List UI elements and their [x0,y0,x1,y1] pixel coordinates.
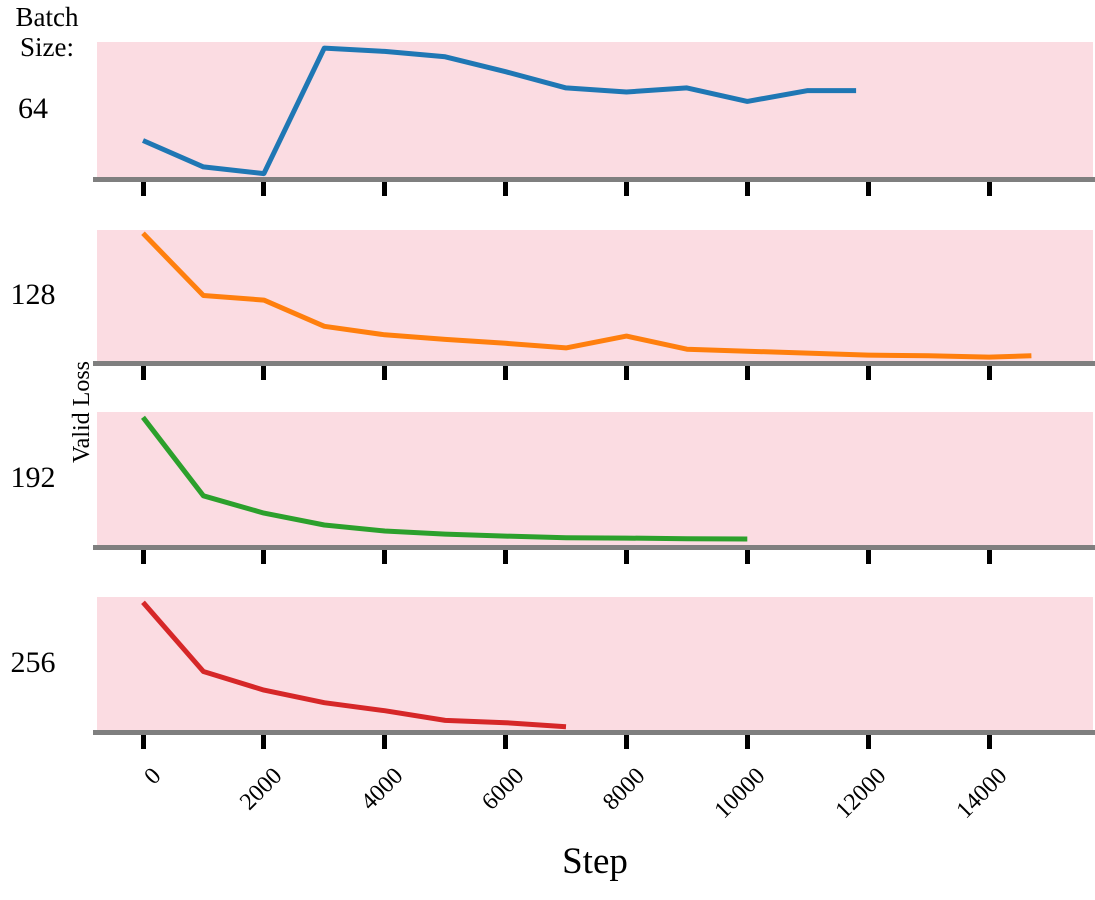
subplot-batch-64 [97,42,1093,177]
x-tick-label-text: 8000 [597,763,650,816]
loss-curve-canvas-batch-64 [141,45,857,177]
row-label-batch-256: 256 [10,646,56,679]
x-tick-mark [744,366,750,380]
x-tick-label-text: 6000 [476,763,529,816]
x-axis-line-batch-256 [93,730,1095,735]
x-tick-mark [140,182,146,196]
batch-size-header-line2: Size: [20,32,74,63]
x-tick-mark [624,735,629,749]
subplot-batch-192 [97,412,1093,545]
loss-curve-canvas-batch-256 [141,600,567,730]
x-tick-mark [986,735,992,749]
subplot-batch-256 [97,597,1093,730]
x-tick-label-text: 10000 [709,763,771,824]
x-tick-mark [503,182,509,196]
x-tick-mark [261,182,267,196]
y-axis-label: Valid Loss [69,361,95,463]
x-tick-label-text: 14000 [951,763,1013,824]
x-tick-mark [261,366,267,380]
x-tick-mark [624,550,629,564]
x-axis-line-batch-128 [93,361,1095,366]
x-tick-mark [624,182,629,196]
batch-size-header: Batch Size: [2,2,92,62]
x-tick-mark [382,366,388,380]
x-tick-mark [503,735,509,749]
x-axis-line-batch-192 [93,545,1095,550]
x-tick-mark [261,735,267,749]
x-tick-mark [986,182,992,196]
x-tick-label-text: 2000 [234,763,288,816]
loss-curve-canvas-batch-192 [141,415,748,542]
x-tick-mark [865,182,871,196]
x-tick-mark [744,182,750,196]
x-tick-mark [140,366,146,380]
batch-size-header-line1: Batch [15,2,79,32]
row-label-batch-128: 128 [10,278,56,311]
loss-curve-batch-256 [141,600,567,730]
x-tick-mark [140,735,146,749]
x-tick-mark [140,550,146,564]
x-tick-label-text: 4000 [355,763,409,816]
x-tick-mark [744,735,750,749]
loss-curve-batch-64 [141,45,857,177]
row-label-batch-64: 64 [18,92,48,125]
loss-curve-canvas-batch-128 [141,231,1032,360]
x-tick-mark [986,550,992,564]
x-tick-mark [382,735,388,749]
x-axis-label: Step [562,841,628,882]
x-tick-mark [624,366,629,380]
x-tick-mark [865,550,871,564]
x-tick-mark [503,366,509,380]
x-tick-label-text: 0 [139,763,167,790]
subplot-batch-128 [97,230,1093,361]
loss-curve-batch-192 [141,415,748,542]
x-tick-mark [503,550,509,564]
x-tick-label-text: 12000 [830,763,892,824]
x-tick-mark [261,550,267,564]
x-tick-mark [986,366,992,380]
x-tick-mark [382,182,388,196]
loss-curve-batch-128 [141,231,1032,360]
x-tick-mark [865,366,871,380]
row-label-batch-192: 192 [10,461,56,494]
x-tick-mark [744,550,750,564]
x-tick-mark [382,550,388,564]
x-axis-line-batch-64 [93,177,1095,182]
x-tick-mark [865,735,871,749]
